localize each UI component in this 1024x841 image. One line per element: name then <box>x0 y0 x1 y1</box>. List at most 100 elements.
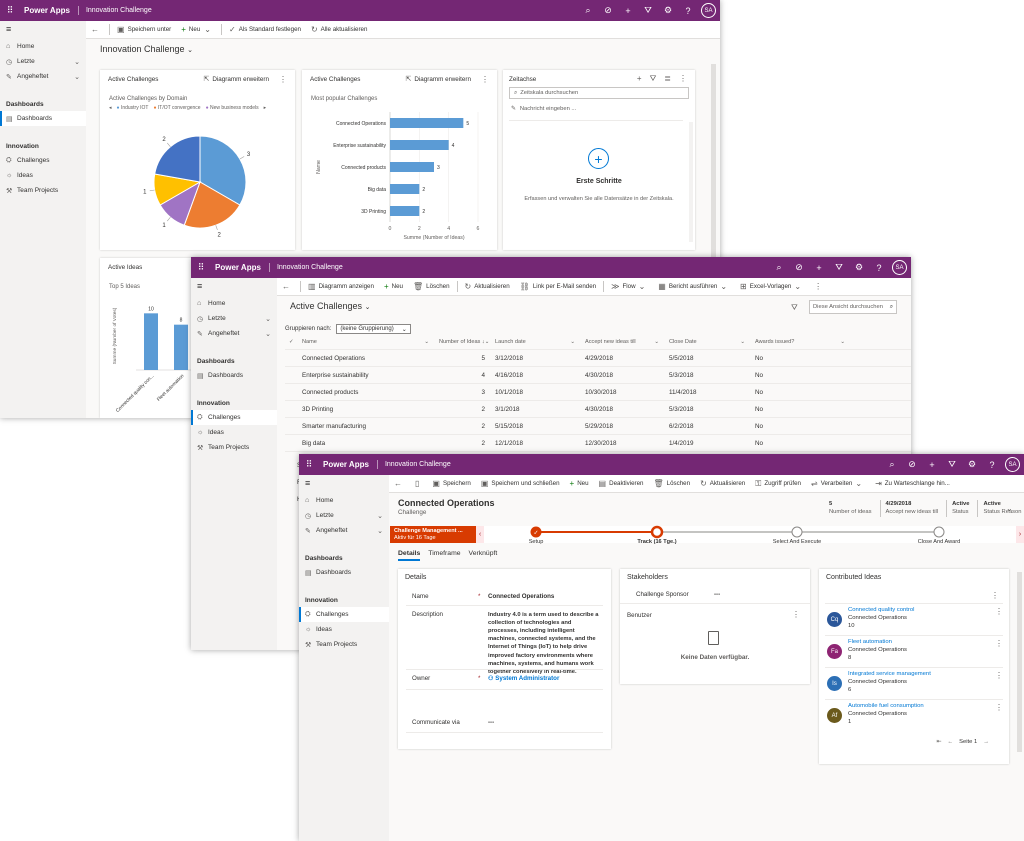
waffle-icon[interactable]: ⠿ <box>305 459 313 469</box>
stage-pending-icon[interactable] <box>791 526 803 538</box>
more-icon[interactable]: ⋮ <box>792 610 800 619</box>
filter-icon[interactable]: ⛛ <box>948 459 956 469</box>
filter-icon[interactable]: ⛛ <box>835 262 843 272</box>
more-icon[interactable]: ⋮ <box>995 703 1003 712</box>
waffle-icon[interactable]: ⠿ <box>6 5 14 15</box>
field-owner[interactable]: Owner * ⚇ System Administrator <box>406 675 603 684</box>
table-row[interactable]: Enterprise sustainability 4 4/16/2018 4/30/… <box>285 367 911 384</box>
more-icon[interactable]: ⋮ <box>995 607 1003 616</box>
note-input[interactable]: ✎ Nachricht eingeben ... <box>511 106 576 112</box>
header-expand-icon[interactable]: ⌄ <box>1006 504 1013 513</box>
back-button[interactable]: ← <box>389 479 410 488</box>
save-close-button[interactable]: ▣ Speichern und schließen <box>476 479 565 488</box>
chevron-down-icon[interactable]: ⌄ <box>484 339 490 345</box>
show-chart-button[interactable]: ▥ Diagramm anzeigen <box>303 282 379 291</box>
nav-recent[interactable]: ◷ Letzte ⌄ <box>299 508 389 523</box>
record-link[interactable]: Big data <box>302 439 326 447</box>
leader-line[interactable] <box>166 217 171 222</box>
bar[interactable] <box>390 162 434 172</box>
excel-templates-button[interactable]: ⊞ Excel-Vorlagen ⌄ <box>735 282 809 291</box>
record-link[interactable]: Connected Operations <box>302 354 366 362</box>
nav-dashboards[interactable]: ▤ Dashboards <box>0 111 86 126</box>
nav-team-projects[interactable]: ⚒ Team Projects <box>299 637 389 652</box>
add-to-queue-button[interactable]: ⇥ Zu Warteschlange hin... <box>870 479 955 488</box>
bpf-stages[interactable]: ✓ Setup Track (16 Tge.) Select And Execute C… <box>484 522 1016 544</box>
lightbulb-icon[interactable]: ⊘ <box>604 5 612 15</box>
idea-name[interactable]: Fleet automation <box>848 639 892 645</box>
nav-home[interactable]: ⌂ Home <box>191 296 277 311</box>
more-icon[interactable]: ⋮ <box>679 74 687 83</box>
chevron-down-icon[interactable]: ⌄ <box>570 339 575 345</box>
bar-chart[interactable]: 0 2 4 6 Connected Operations 5 Enterprise sust… <box>302 106 497 246</box>
field-value[interactable]: --- <box>488 719 495 726</box>
field-communicate-via[interactable]: Communicate via --- <box>406 719 603 728</box>
expand-chart-button[interactable]: ⇱ Diagramm erweitern <box>405 75 471 84</box>
pie-chart[interactable]: 3 2 1 1 2 <box>100 118 295 248</box>
nav-ideas[interactable]: ☼ Ideas <box>299 622 389 637</box>
hamburger-icon[interactable]: ≡ <box>305 478 311 488</box>
check-access-button[interactable]: ⚿ Zugriff prüfen <box>750 479 806 489</box>
record-link[interactable]: Connected products <box>302 388 359 396</box>
app-brand[interactable]: Power Apps <box>20 6 79 15</box>
timeline-search-input[interactable]: ⌕ Zeitskala durchsuchen <box>509 87 689 99</box>
save-as-button[interactable]: ▣ Speichern unter <box>112 25 176 34</box>
chevron-down-icon[interactable]: ⌄ <box>740 339 745 345</box>
nav-recent[interactable]: ◷ Letzte ⌄ <box>191 311 277 326</box>
nav-team-projects[interactable]: ⚒ Team Projects <box>0 183 86 198</box>
run-report-button[interactable]: ▦ Bericht ausführen ⌄ <box>653 282 735 291</box>
chevron-down-icon[interactable]: ⌄ <box>377 527 383 535</box>
email-link-button[interactable]: ⛓ Link per E-Mail senden <box>515 282 601 291</box>
owner-lookup[interactable]: ⚇ System Administrator <box>488 675 603 684</box>
chevron-down-icon[interactable]: ⌄ <box>377 512 383 520</box>
expand-chart-button[interactable]: ⇱ Diagramm erweitern <box>203 75 269 84</box>
refresh-all-button[interactable]: ↻ Alle aktualisieren <box>306 25 372 34</box>
set-default-button[interactable]: ✓ Als Standard festlegen <box>224 25 306 34</box>
nav-team-projects[interactable]: ⚒ Team Projects <box>191 440 277 455</box>
search-icon[interactable]: ⌕ <box>776 262 782 272</box>
bar[interactable] <box>390 206 420 216</box>
form-scrollbar[interactable] <box>1017 572 1022 752</box>
view-search-input[interactable]: Diese Ansicht durchsuchen ⌕ <box>809 300 897 314</box>
hamburger-icon[interactable]: ≡ <box>6 24 12 34</box>
add-icon[interactable]: + <box>636 74 642 83</box>
bar[interactable] <box>144 313 158 370</box>
deactivate-button[interactable]: ▤ Deaktivieren <box>594 479 649 488</box>
more-icon[interactable]: ⋮ <box>991 591 999 600</box>
nav-home[interactable]: ⌂ Home <box>0 39 86 54</box>
search-icon[interactable]: ⌕ <box>889 459 895 469</box>
table-row[interactable]: Big data 2 12/1/2018 12/30/2018 1/4/2019 No <box>285 435 911 452</box>
plus-icon[interactable]: + <box>625 5 631 16</box>
select-all-checkbox[interactable]: ✓ <box>289 339 294 345</box>
bar[interactable] <box>390 118 464 128</box>
bpf-prev-icon[interactable]: ‹ <box>476 526 484 543</box>
nav-pinned[interactable]: ✎ Angeheftet ⌄ <box>0 69 86 84</box>
field-name[interactable]: Name * Connected Operations <box>406 593 603 602</box>
hamburger-icon[interactable]: ≡ <box>197 281 203 291</box>
list-icon[interactable]: ≣ <box>664 74 671 83</box>
bar[interactable] <box>390 184 420 194</box>
field-sponsor[interactable]: Challenge Sponsor --- <box>628 591 802 600</box>
new-button[interactable]: + Neu ⌄ <box>176 25 219 34</box>
form-icon-button[interactable]: ▯ <box>410 479 427 488</box>
leader-line[interactable] <box>149 189 155 192</box>
nav-dashboards[interactable]: ▤ Dashboards <box>299 565 389 580</box>
app-brand[interactable]: Power Apps <box>211 263 270 272</box>
stage-active-icon[interactable] <box>650 525 664 539</box>
legend-next-icon[interactable]: ▸ <box>263 105 267 111</box>
filter-icon[interactable]: ⛛ <box>791 303 798 312</box>
filter-icon[interactable]: ⛛ <box>649 74 657 83</box>
lightbulb-icon[interactable]: ⊘ <box>795 262 803 272</box>
help-icon[interactable]: ? <box>989 459 995 470</box>
prev-page-icon[interactable]: ← <box>947 739 954 745</box>
leader-line[interactable] <box>166 142 171 147</box>
chevron-down-icon[interactable]: ⌄ <box>424 339 429 345</box>
column-header[interactable]: Awards issued? ⌄ <box>751 339 851 345</box>
tab-details[interactable]: Details <box>398 550 421 561</box>
table-row[interactable]: Smarter manufacturing 2 5/15/2018 5/29/2018… <box>285 418 911 435</box>
more-icon[interactable]: ⋮ <box>995 671 1003 680</box>
first-page-icon[interactable]: ⇤ <box>936 739 942 745</box>
avatar[interactable]: SA <box>892 260 907 275</box>
chevron-down-icon[interactable]: ⌄ <box>74 73 80 81</box>
next-page-icon[interactable]: → <box>983 739 989 745</box>
pie-slice[interactable] <box>183 181 241 229</box>
